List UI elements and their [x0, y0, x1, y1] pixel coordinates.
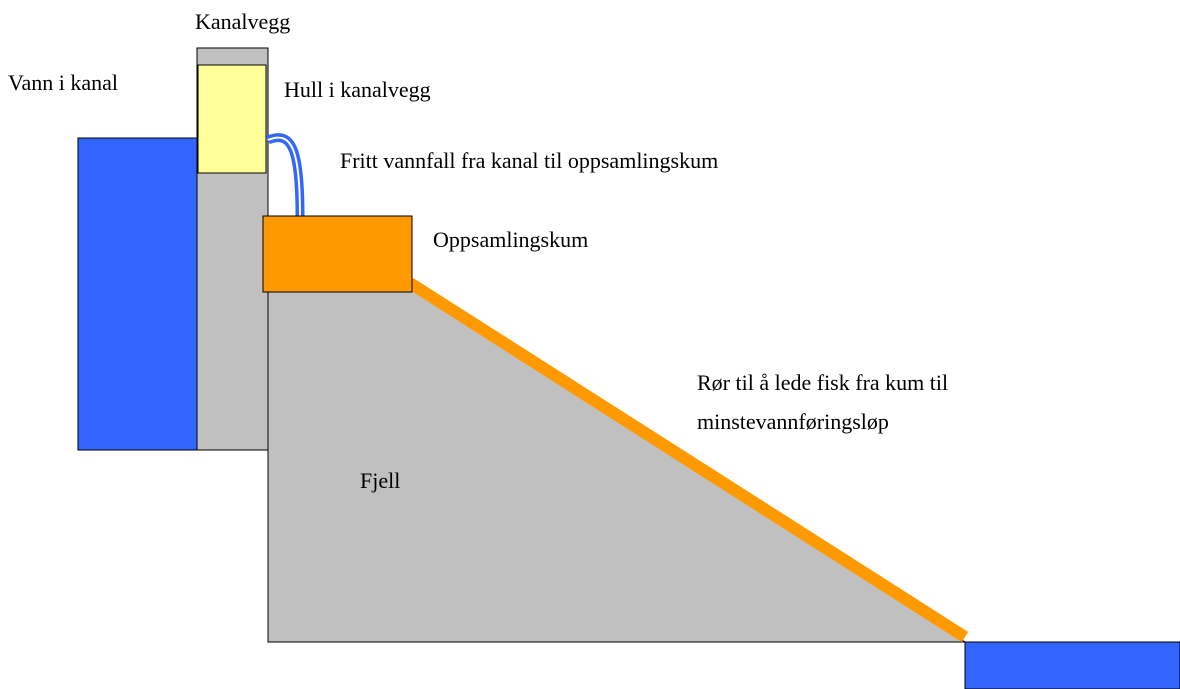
label: Kanalvegg — [195, 9, 290, 34]
waterfall-highlight — [267, 136, 301, 217]
outlet-water — [964, 641, 1180, 689]
label: Oppsamlingskum — [433, 227, 588, 252]
label: Fjell — [360, 468, 400, 493]
label: Hull i kanalvegg — [284, 77, 431, 102]
rock — [267, 286, 967, 643]
canal-water — [77, 137, 198, 451]
label: minstevannføringsløp — [697, 409, 889, 434]
label: Vann i kanal — [8, 70, 118, 95]
pipe — [406, 277, 969, 643]
wall-hole — [197, 64, 267, 174]
waterfall — [266, 133, 305, 217]
label: Rør til å lede fisk fra kum til — [697, 370, 948, 395]
label: Fritt vannfall fra kanal til oppsamlings… — [340, 148, 718, 173]
basin — [262, 215, 413, 293]
